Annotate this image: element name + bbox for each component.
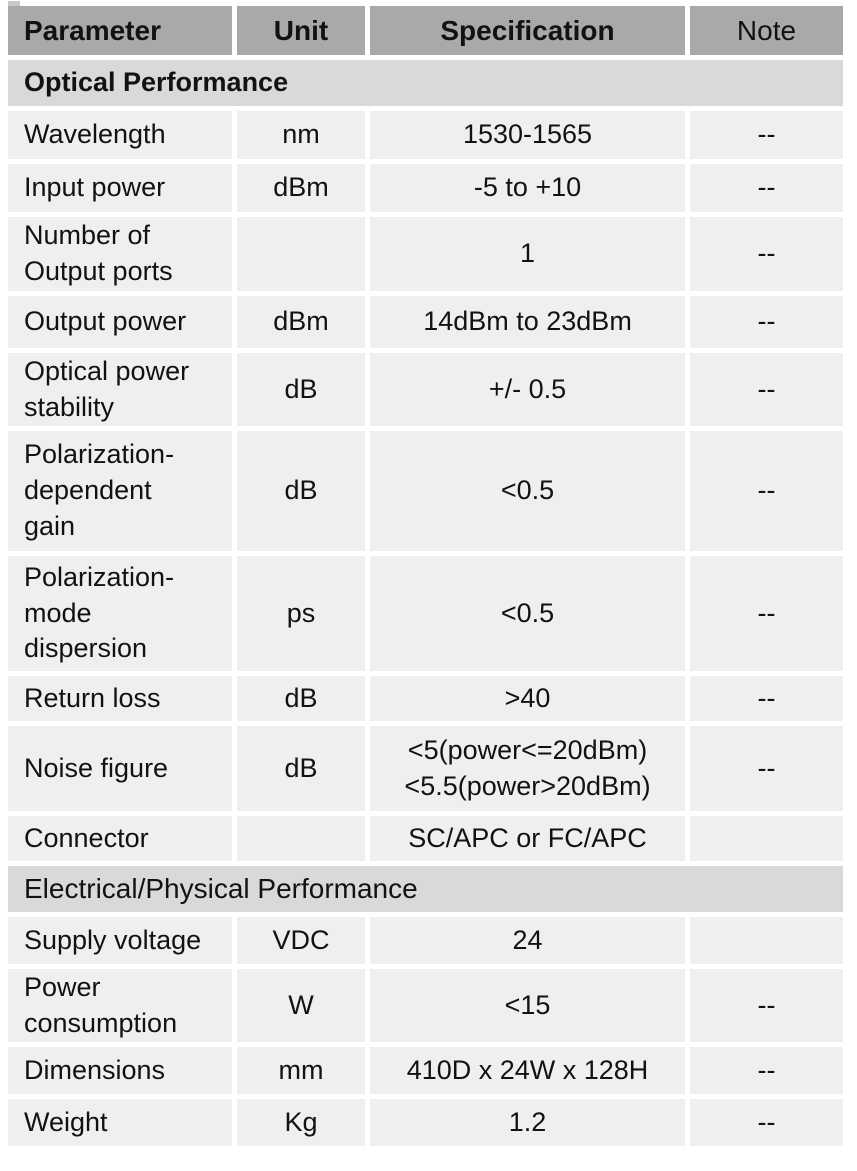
cell-parameter: Power consumption (8, 969, 232, 1042)
cell-parameter: Input power (8, 164, 232, 212)
column-header-specification: Specification (370, 6, 685, 55)
table-row-dimensions: Dimensions mm 410D x 24W x 128H -- (8, 1047, 843, 1094)
section-title-optical-performance: Optical Performance (8, 60, 843, 106)
cell-parameter: Optical power stability (8, 353, 232, 426)
cell-note: -- (690, 1099, 843, 1146)
cell-parameter: Weight (8, 1099, 232, 1146)
cell-parameter: Connector (8, 816, 232, 861)
cell-note: -- (690, 726, 843, 811)
table-row-supply-voltage: Supply voltage VDC 24 (8, 917, 843, 964)
table-row-connector: Connector SC/APC or FC/APC (8, 816, 843, 861)
cell-parameter: Polarization- mode dispersion (8, 556, 232, 671)
cell-specification: +/- 0.5 (370, 353, 685, 426)
cell-specification: 1.2 (370, 1099, 685, 1146)
cell-unit: dBm (237, 164, 365, 212)
cell-unit (237, 816, 365, 861)
cell-note (690, 917, 843, 964)
cell-specification: 14dBm to 23dBm (370, 296, 685, 348)
cell-specification: 1530-1565 (370, 111, 685, 159)
cell-specification: -5 to +10 (370, 164, 685, 212)
specification-table: Parameter Unit Specification Note Optica… (3, 1, 848, 1151)
cell-note: -- (690, 556, 843, 671)
cell-parameter: Number of Output ports (8, 217, 232, 291)
cell-note: -- (690, 969, 843, 1042)
cell-specification: >40 (370, 676, 685, 721)
section-title-electrical-physical-performance: Electrical/Physical Performance (8, 866, 843, 912)
table-row-polarization-mode-dispersion: Polarization- mode dispersion ps <0.5 -- (8, 556, 843, 671)
cell-note: -- (690, 431, 843, 551)
cell-unit (237, 217, 365, 291)
table-row-polarization-dependent-gain: Polarization- dependent gain dB <0.5 -- (8, 431, 843, 551)
cell-unit: mm (237, 1047, 365, 1094)
column-header-note: Note (690, 6, 843, 55)
cell-specification: SC/APC or FC/APC (370, 816, 685, 861)
cell-parameter: Output power (8, 296, 232, 348)
column-header-unit: Unit (237, 6, 365, 55)
cell-specification: 410D x 24W x 128H (370, 1047, 685, 1094)
cell-note: -- (690, 111, 843, 159)
cell-parameter: Supply voltage (8, 917, 232, 964)
cell-note (690, 816, 843, 861)
section-row-electrical-physical-performance: Electrical/Physical Performance (8, 866, 843, 912)
cell-unit: dB (237, 726, 365, 811)
cell-note: -- (690, 1047, 843, 1094)
cropped-text-artifact (8, 1, 20, 6)
table-row-power-consumption: Power consumption W <15 -- (8, 969, 843, 1042)
table-row-weight: Weight Kg 1.2 -- (8, 1099, 843, 1146)
cell-note: -- (690, 353, 843, 426)
table-row-input-power: Input power dBm -5 to +10 -- (8, 164, 843, 212)
cell-unit: Kg (237, 1099, 365, 1146)
cell-note: -- (690, 217, 843, 291)
cell-unit: VDC (237, 917, 365, 964)
table-row-noise-figure: Noise figure dB <5(power<=20dBm) <5.5(po… (8, 726, 843, 811)
cell-specification: 24 (370, 917, 685, 964)
cell-parameter: Polarization- dependent gain (8, 431, 232, 551)
cell-specification: <5(power<=20dBm) <5.5(power>20dBm) (370, 726, 685, 811)
cell-note: -- (690, 164, 843, 212)
section-row-optical-performance: Optical Performance (8, 60, 843, 106)
table-row-optical-power-stability: Optical power stability dB +/- 0.5 -- (8, 353, 843, 426)
cell-unit: dB (237, 676, 365, 721)
table-row-output-power: Output power dBm 14dBm to 23dBm -- (8, 296, 843, 348)
column-header-parameter: Parameter (8, 6, 232, 55)
table-row-number-of-output-ports: Number of Output ports 1 -- (8, 217, 843, 291)
cell-unit: dB (237, 431, 365, 551)
cell-note: -- (690, 296, 843, 348)
table-row-wavelength: Wavelength nm 1530-1565 -- (8, 111, 843, 159)
cell-unit: nm (237, 111, 365, 159)
cell-unit: dB (237, 353, 365, 426)
cell-note: -- (690, 676, 843, 721)
cell-specification: 1 (370, 217, 685, 291)
cell-unit: dBm (237, 296, 365, 348)
cell-unit: ps (237, 556, 365, 671)
cell-specification: <15 (370, 969, 685, 1042)
cell-parameter: Wavelength (8, 111, 232, 159)
cell-specification: <0.5 (370, 556, 685, 671)
header-row: Parameter Unit Specification Note (8, 6, 843, 55)
table-row-return-loss: Return loss dB >40 -- (8, 676, 843, 721)
cell-unit: W (237, 969, 365, 1042)
cell-parameter: Noise figure (8, 726, 232, 811)
cell-parameter: Return loss (8, 676, 232, 721)
cell-parameter: Dimensions (8, 1047, 232, 1094)
cell-specification: <0.5 (370, 431, 685, 551)
